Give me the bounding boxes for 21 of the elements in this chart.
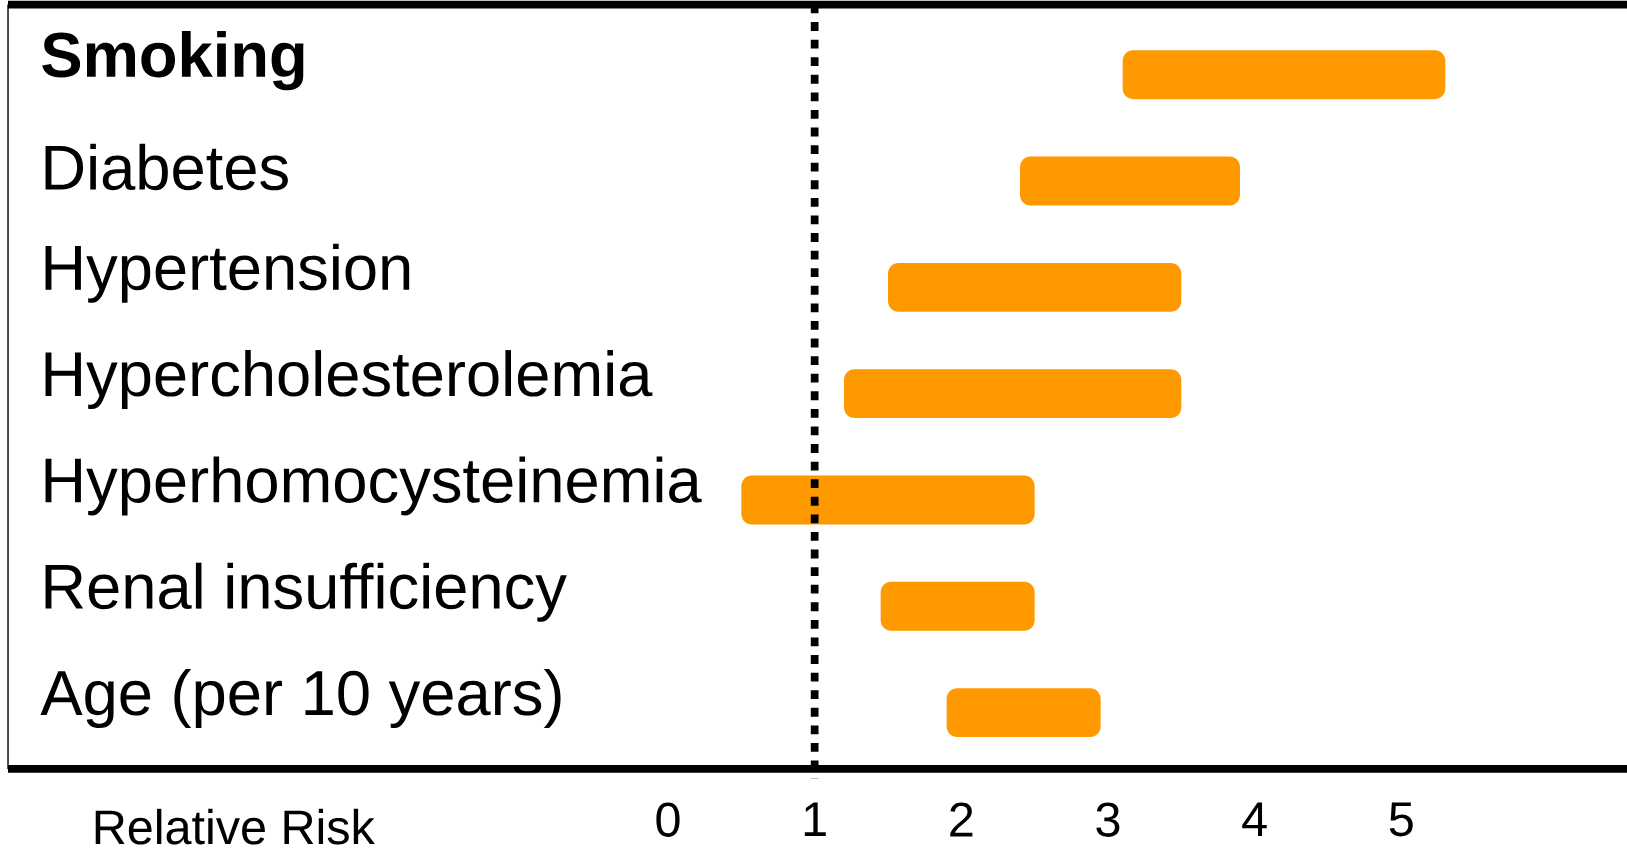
- x-axis-title: Relative Risk: [95, 808, 375, 845]
- y-tick-label: Smoking: [42, 30, 304, 91]
- bar: [741, 475, 1035, 525]
- y-tick-label: Hyperhomocysteinemia: [45, 456, 702, 516]
- y-tick-label: Age (per 10 years): [40, 669, 561, 729]
- bar: [843, 369, 1182, 419]
- x-tick-label: 2: [950, 802, 973, 837]
- bar: [1019, 156, 1240, 206]
- x-tick-label: 0: [656, 802, 680, 837]
- x-tick-label: 3: [1096, 802, 1120, 837]
- y-tick-label: Renal insufficiency: [45, 562, 567, 622]
- bar: [887, 262, 1182, 312]
- y-tick-label: Hypercholesterolemia: [45, 350, 653, 410]
- x-tick-label: 5: [1389, 802, 1413, 837]
- bar: [880, 581, 1035, 631]
- y-tick-label: Hypertension: [45, 243, 410, 303]
- bar: [1122, 50, 1446, 100]
- y-tick-label: Diabetes: [45, 143, 288, 191]
- x-tick-label: 4: [1242, 802, 1267, 836]
- bar: [946, 688, 1101, 738]
- x-tick-label: 1: [804, 802, 826, 836]
